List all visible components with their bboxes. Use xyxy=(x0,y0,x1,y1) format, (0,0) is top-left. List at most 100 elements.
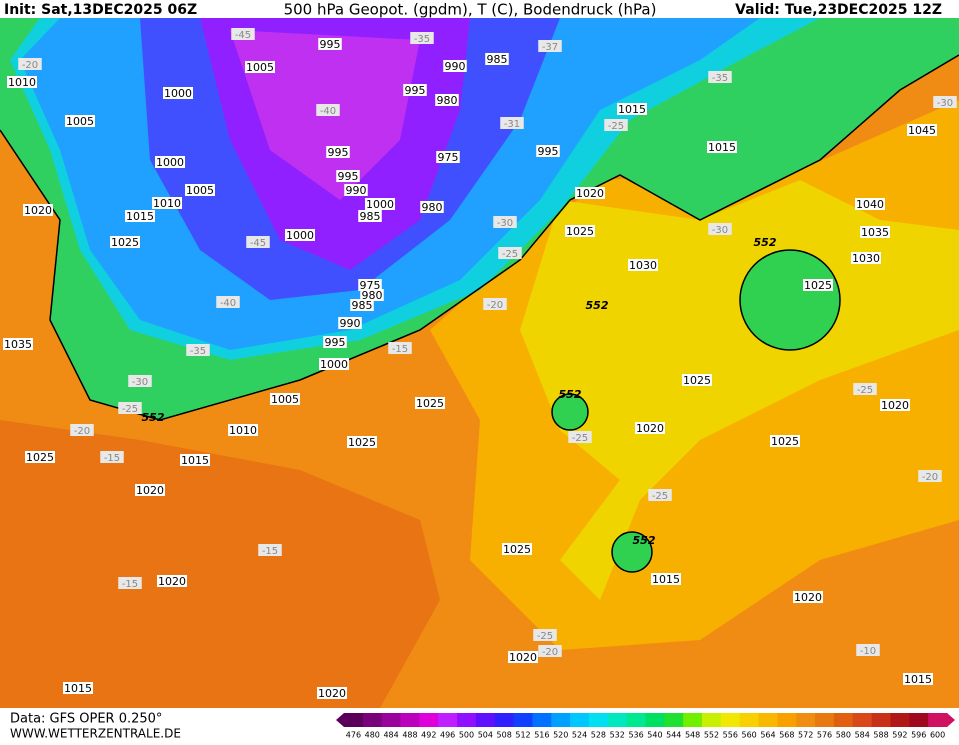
colorbar-label: 512 xyxy=(515,731,530,740)
colorbar-label: 528 xyxy=(591,731,606,740)
temperature-label: -30 xyxy=(937,98,953,109)
pressure-label-box xyxy=(860,226,890,238)
pressure-label: 1025 xyxy=(804,279,832,292)
temperature-label: -25 xyxy=(572,433,588,444)
colorbar-label: 488 xyxy=(402,731,417,740)
pressure-label: 1025 xyxy=(26,451,54,464)
temperature-label-box xyxy=(388,342,412,354)
colorbar-label: 508 xyxy=(497,731,512,740)
temperature-label: -30 xyxy=(712,225,728,236)
pressure-label: 1020 xyxy=(509,651,537,664)
pressure-label-box xyxy=(358,279,382,291)
temperature-label: -45 xyxy=(250,238,266,249)
temperature-label-box xyxy=(933,96,957,108)
colorbar-label: 516 xyxy=(534,731,549,740)
colorbar-label: 584 xyxy=(855,731,870,740)
colorbar-swatch xyxy=(344,713,364,727)
pressure-label-box xyxy=(651,573,681,585)
pressure-label-box xyxy=(851,252,881,264)
colorbar-swatch xyxy=(626,713,646,727)
colorbar-label: 556 xyxy=(723,731,738,740)
pressure-label-box xyxy=(318,38,342,50)
pressure-label-box xyxy=(245,61,275,73)
temperature-label-box xyxy=(118,577,142,589)
pressure-label: 985 xyxy=(360,210,381,223)
colorbar-label: 540 xyxy=(647,731,662,740)
colorbar-swatch xyxy=(777,713,797,727)
colorbar-swatch xyxy=(852,713,873,727)
colorbar-label: 568 xyxy=(779,731,794,740)
temperature-label: -20 xyxy=(487,300,503,311)
pressure-label: 985 xyxy=(487,53,508,66)
pressure-label: 995 xyxy=(338,170,359,183)
temperature-label: -35 xyxy=(414,34,430,45)
temperature-label: -40 xyxy=(320,106,336,117)
pressure-label: 995 xyxy=(538,145,559,158)
pressure-label-box xyxy=(152,197,182,209)
pressure-label-box xyxy=(793,591,823,603)
pressure-label-box xyxy=(770,435,800,447)
pressure-label: 995 xyxy=(320,38,341,51)
pressure-label-box xyxy=(23,204,53,216)
pressure-label-box xyxy=(358,210,382,222)
pressure-label-box xyxy=(155,156,185,168)
temperature-label: -35 xyxy=(712,73,728,84)
pressure-label: 995 xyxy=(328,146,349,159)
temperature-label-box xyxy=(216,296,240,308)
pressure-label: 1015 xyxy=(618,103,646,116)
temperature-label-box xyxy=(231,28,255,40)
pressure-label: 1020 xyxy=(158,575,186,588)
colorbar-swatch xyxy=(588,713,609,727)
temperature-label: -40 xyxy=(220,298,236,309)
colorbar-swatch xyxy=(758,713,778,727)
pressure-label: 1020 xyxy=(136,484,164,497)
pressure-label: 1010 xyxy=(229,424,257,437)
pressure-label-box xyxy=(326,146,350,158)
pressure-label: 1025 xyxy=(111,236,139,249)
pressure-label: 1025 xyxy=(348,436,376,449)
pressure-label: 1035 xyxy=(861,226,889,239)
pressure-label: 985 xyxy=(352,299,373,312)
pressure-label: 980 xyxy=(437,94,458,107)
colorbar-label: 592 xyxy=(892,731,907,740)
colorbar-swatch xyxy=(438,713,458,727)
temperature-label-box xyxy=(568,431,592,443)
colorbar-swatch xyxy=(683,713,703,727)
pressure-label: 1020 xyxy=(24,204,52,217)
pressure-label-box xyxy=(319,358,349,370)
colorbar-label: 504 xyxy=(478,731,493,740)
temperature-label-box xyxy=(498,247,522,259)
colorbar-label: 600 xyxy=(930,731,945,740)
temperature-label: -10 xyxy=(860,646,876,657)
pressure-label-box xyxy=(436,151,460,163)
pressure-label-box xyxy=(502,543,532,555)
colorbar-end xyxy=(336,713,344,727)
colorbar-swatch xyxy=(494,713,515,727)
colorbar-label: 484 xyxy=(383,731,398,740)
temperature-label-box xyxy=(316,104,340,116)
pressure-label: 1020 xyxy=(636,422,664,435)
pressure-label: 1015 xyxy=(904,673,932,686)
pressure-label: 1045 xyxy=(908,124,936,137)
temperature-label: -30 xyxy=(132,377,148,388)
temperature-label-box xyxy=(604,119,628,131)
pressure-label-box xyxy=(7,76,37,88)
colorbar-label: 548 xyxy=(685,731,700,740)
pressure-label: 1000 xyxy=(320,358,348,371)
pressure-label: 1010 xyxy=(153,197,181,210)
pressure-label-box xyxy=(415,397,445,409)
pressure-label: 1025 xyxy=(771,435,799,448)
pressure-label: 1000 xyxy=(286,229,314,242)
temperature-label: -25 xyxy=(537,631,553,642)
colorbar-swatch xyxy=(419,713,439,727)
height-label: 552 xyxy=(633,534,656,547)
temperature-label-box xyxy=(708,223,732,235)
pressure-label-box xyxy=(350,299,374,311)
pressure-label: 1030 xyxy=(629,259,657,272)
pressure-label-box xyxy=(365,198,395,210)
colorbar-label: 596 xyxy=(911,731,926,740)
colorbar-swatch xyxy=(362,713,383,727)
colorbar-swatch xyxy=(513,713,533,727)
pressure-label-box xyxy=(682,374,712,386)
pressure-label-box xyxy=(344,184,368,196)
